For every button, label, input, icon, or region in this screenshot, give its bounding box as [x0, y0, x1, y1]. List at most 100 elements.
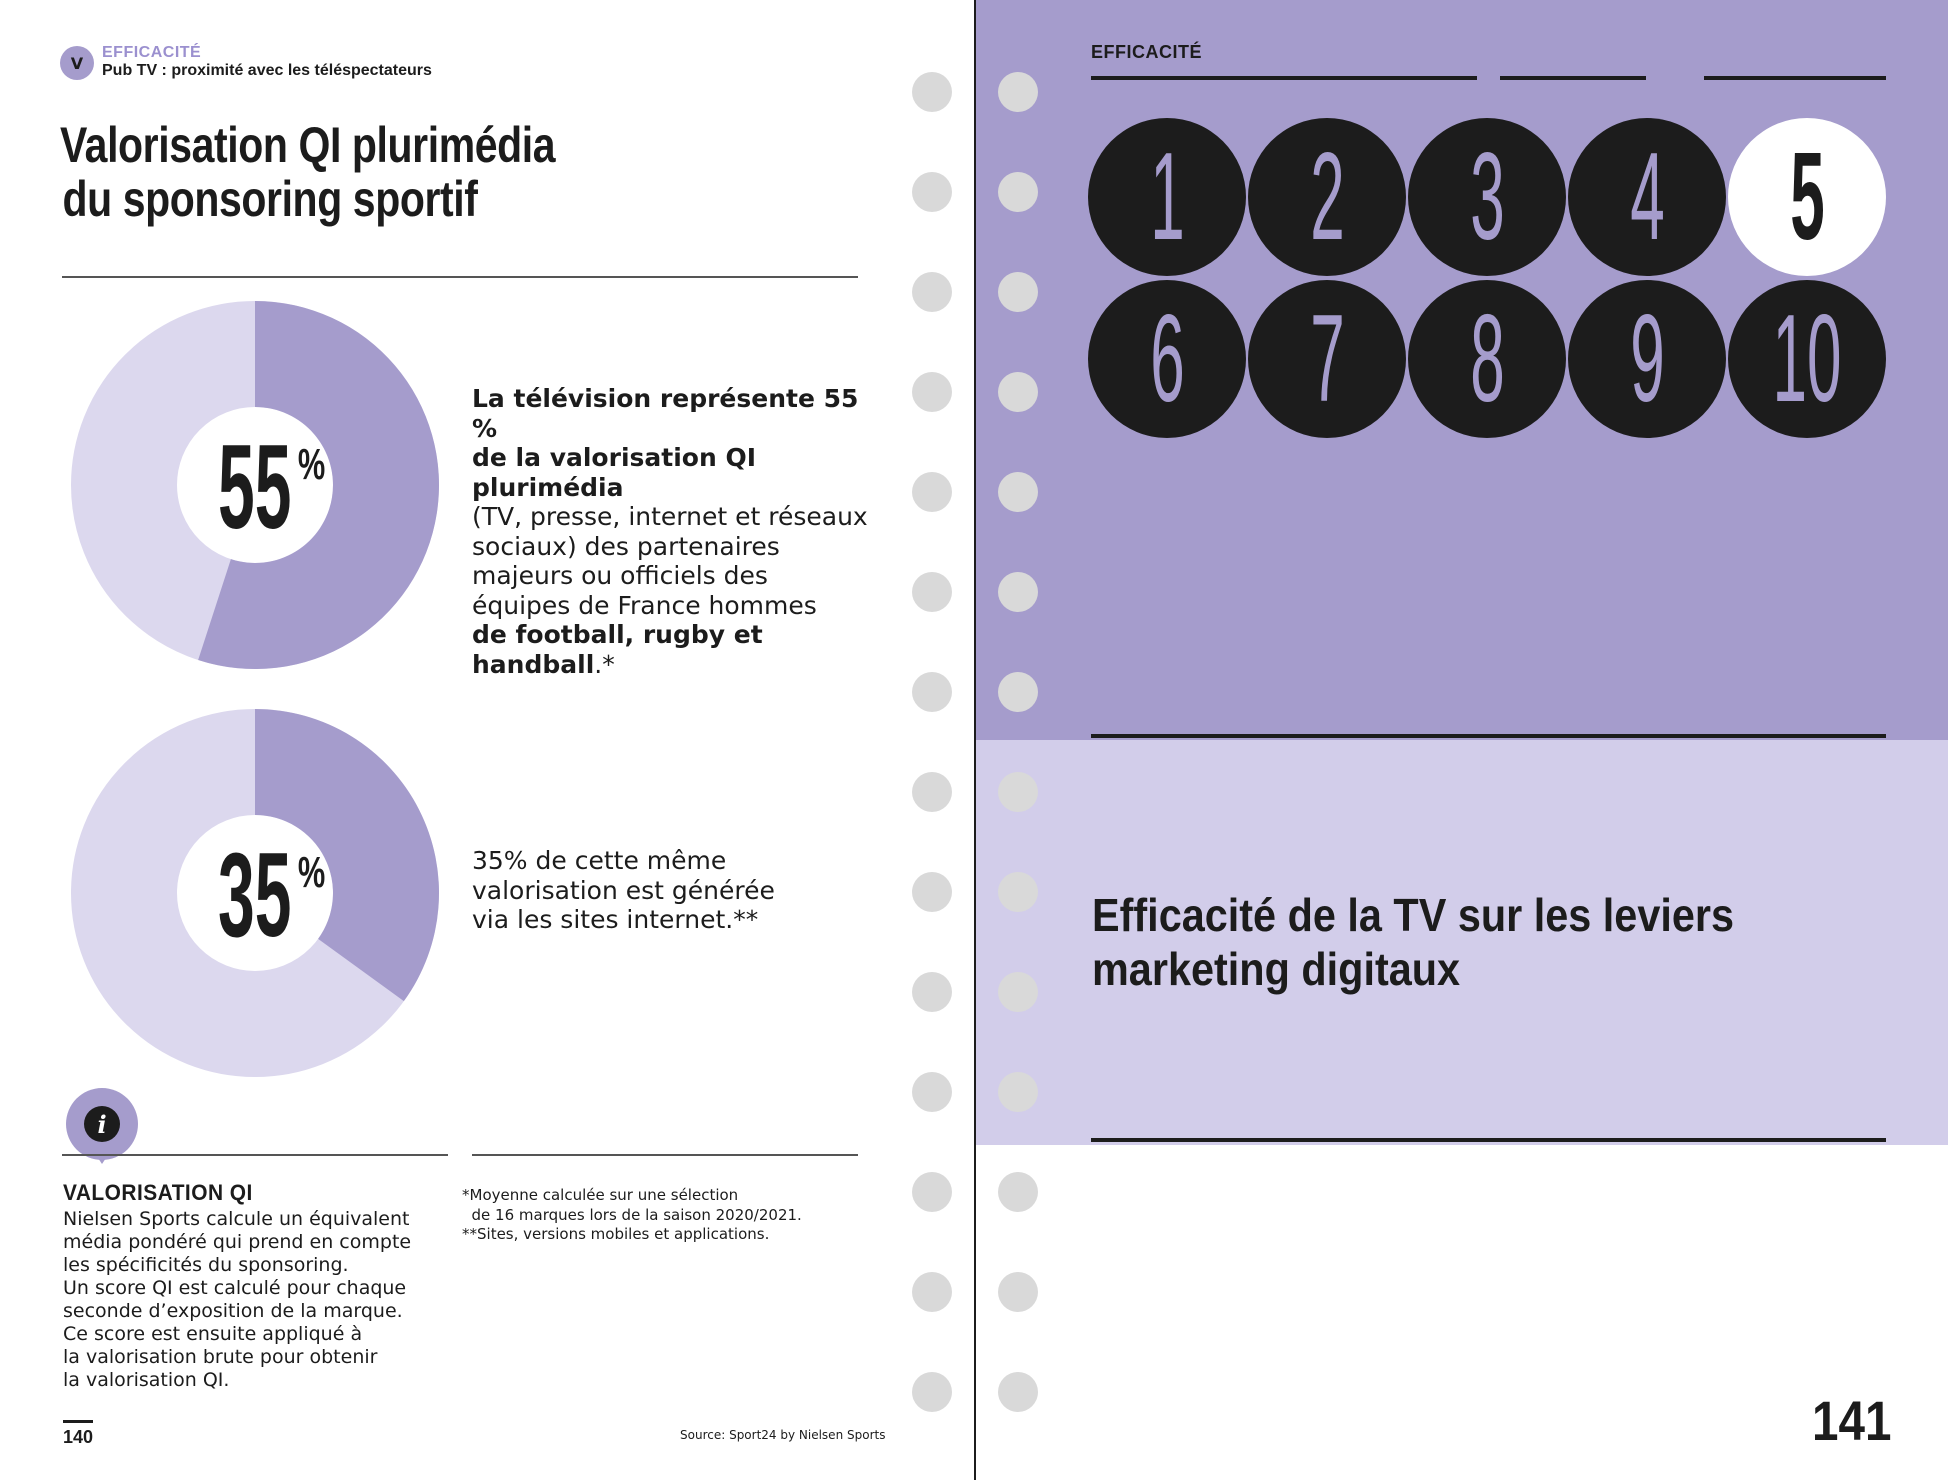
- chapter-10[interactable]: 10: [1728, 280, 1886, 438]
- chapter-number: 10: [1772, 290, 1842, 428]
- info-line: seconde d’exposition de la marque.: [63, 1300, 403, 1322]
- donut-label-55: 55: [155, 418, 355, 568]
- page-title: Valorisation QI plurimédia du sponsoring…: [60, 118, 716, 226]
- binding-hole: [912, 472, 952, 512]
- binding-hole: [998, 972, 1038, 1012]
- chapter-8[interactable]: 8: [1408, 280, 1566, 438]
- page-number-right: 141: [1812, 1389, 1892, 1452]
- binding-hole: [912, 72, 952, 112]
- footnote-divider: [472, 1154, 858, 1156]
- binding-hole: [998, 472, 1038, 512]
- panel-rule-top: [1091, 734, 1886, 738]
- chapter-number: 7: [1309, 290, 1345, 428]
- binding-hole: [998, 772, 1038, 812]
- donut-value: 55: [218, 420, 292, 554]
- chapter-7[interactable]: 7: [1248, 280, 1406, 438]
- header-rule: [1091, 76, 1477, 80]
- info-title: VALORISATION QI: [63, 1180, 253, 1205]
- right-section-label: EFFICACITÉ: [1091, 42, 1202, 62]
- chapter-number: 5: [1789, 128, 1825, 266]
- section-badge: V: [60, 46, 94, 80]
- binding-hole: [998, 672, 1038, 712]
- stat1-bold2: de la valorisation QI plurimédia: [472, 443, 757, 502]
- binding-hole: [998, 72, 1038, 112]
- binding-hole: [912, 972, 952, 1012]
- binding-hole: [912, 1172, 952, 1212]
- stat1-line3: (TV, presse, internet et réseaux: [472, 502, 868, 531]
- stat2-line3: via les sites internet.**: [472, 905, 759, 934]
- info-line: la valorisation QI.: [63, 1369, 230, 1391]
- chapter-number: 3: [1469, 128, 1505, 266]
- binding-hole: [912, 572, 952, 612]
- binding-hole: [912, 172, 952, 212]
- info-pin: i: [66, 1088, 138, 1164]
- stat1-text: La télévision représente 55 % de la valo…: [472, 384, 892, 679]
- header-rule: [1704, 76, 1886, 80]
- chapter-number: 6: [1149, 290, 1185, 428]
- binding-hole: [998, 372, 1038, 412]
- binding-hole: [912, 1072, 952, 1112]
- info-line: la valorisation brute pour obtenir: [63, 1346, 378, 1368]
- info-line: média pondéré qui prend en compte: [63, 1231, 412, 1253]
- info-icon: i: [84, 1106, 120, 1142]
- binding-hole: [912, 372, 952, 412]
- info-line: Nielsen Sports calcule un équivalent: [63, 1208, 410, 1230]
- stat1-bold3: de football, rugby et handball: [472, 620, 763, 679]
- binding-hole: [912, 672, 952, 712]
- chapter-number: 4: [1629, 128, 1665, 266]
- right-title-line1: Efficacité de la TV sur les leviers: [1092, 889, 1735, 941]
- donut-value: 35: [218, 828, 292, 962]
- title-divider: [62, 276, 858, 278]
- info-line: Un score QI est calculé pour chaque: [63, 1277, 407, 1299]
- binding-hole: [998, 1072, 1038, 1112]
- chapter-1[interactable]: 1: [1088, 118, 1246, 276]
- chapter-6[interactable]: 6: [1088, 280, 1246, 438]
- chapter-number: 9: [1629, 290, 1665, 428]
- chapter-number: 8: [1469, 290, 1505, 428]
- binding-hole: [998, 1372, 1038, 1412]
- chapter-2[interactable]: 2: [1248, 118, 1406, 276]
- binding-hole: [912, 1372, 952, 1412]
- stat1-suffix: .*: [594, 649, 615, 679]
- stat1-line6: équipes de France hommes: [472, 590, 817, 620]
- info-text: Nielsen Sports calcule un équivalent méd…: [63, 1208, 443, 1392]
- info-line: les spécificités du sponsoring.: [63, 1254, 349, 1276]
- info-line: Ce score est ensuite appliqué à: [63, 1323, 363, 1345]
- chapter-number: 1: [1149, 128, 1185, 266]
- binding-hole: [912, 772, 952, 812]
- binding-hole: [998, 572, 1038, 612]
- chapter-4[interactable]: 4: [1568, 118, 1726, 276]
- footnotes: *Moyenne calculée sur une sélection de 1…: [462, 1186, 862, 1245]
- donut-arc-35: [255, 709, 440, 1002]
- donut-chart-35: [71, 709, 440, 1077]
- binding-hole: [998, 1172, 1038, 1212]
- chapter-5-active[interactable]: 5: [1728, 118, 1886, 276]
- source-note: Source: Sport24 by Nielsen Sports: [680, 1428, 886, 1442]
- chapter-nav: 1 2 3 4 5 6 7 8 9 10: [1088, 118, 1888, 438]
- donut-chart-55: [71, 301, 440, 669]
- binding-hole: [998, 1272, 1038, 1312]
- stat2-line2: valorisation est générée: [472, 875, 775, 905]
- footnote: **Sites, versions mobiles et application…: [462, 1225, 770, 1243]
- section-subtitle: Pub TV : proximité avec les téléspectate…: [102, 62, 432, 79]
- stat1-bold1: La télévision représente 55 %: [472, 384, 859, 443]
- footnote: de 16 marques lors de la saison 2020/202…: [462, 1205, 802, 1224]
- donut-unit: %: [297, 440, 326, 489]
- section-label: EFFICACITÉ: [102, 44, 202, 61]
- donut-unit: %: [297, 848, 326, 897]
- footnote: *Moyenne calculée sur une sélection: [462, 1186, 739, 1204]
- chapter-9[interactable]: 9: [1568, 280, 1726, 438]
- binding-hole: [998, 172, 1038, 212]
- page-title-line1: Valorisation QI plurimédia: [60, 117, 556, 173]
- stat1-line4: sociaux) des partenaires: [472, 531, 780, 561]
- header-rule: [1500, 76, 1646, 80]
- right-title-panel: [976, 740, 1948, 1145]
- panel-rule-bottom: [1091, 1138, 1886, 1142]
- chapter-number: 2: [1309, 128, 1345, 266]
- page-spine: [974, 0, 976, 1480]
- chapter-3[interactable]: 3: [1408, 118, 1566, 276]
- right-title-line2: marketing digitaux: [1092, 943, 1461, 995]
- stat2-text: 35% de cette même valorisation est génér…: [472, 846, 892, 935]
- binding-hole: [912, 1272, 952, 1312]
- donut-arc-55: [198, 301, 440, 669]
